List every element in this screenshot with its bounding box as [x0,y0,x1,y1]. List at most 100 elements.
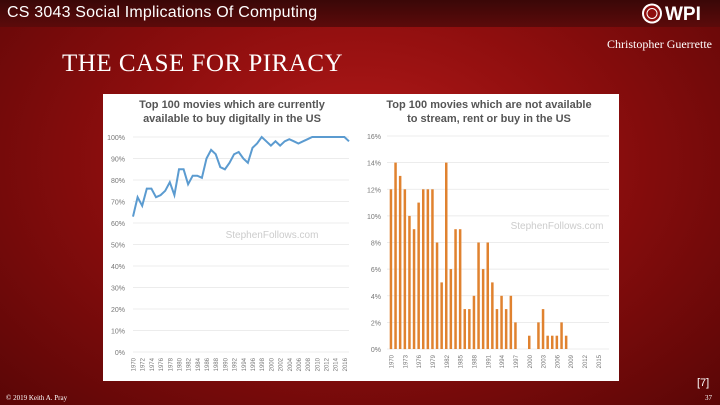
line-x-tick-label: 2002 [279,357,285,371]
author-name: Christopher Guerrette [607,37,712,51]
bar-x-tick-label: 1979 [431,354,437,368]
line-x-tick-label: 1992 [233,357,239,371]
bar-1980 [435,242,439,349]
bar-x-tick-label: 2009 [569,354,575,368]
line-x-tick-label: 2004 [288,357,294,371]
bar-2005 [551,335,554,349]
bar-1971 [394,162,397,349]
bar-x-tick-label: 1970 [390,354,396,368]
bar-x-tick-label: 2012 [583,354,589,368]
line-x-tick-label: 2016 [343,357,349,371]
bar-x-tick-label: 2015 [597,354,603,368]
line-x-tick-label: 1994 [242,357,248,371]
bar-1990 [481,269,485,349]
bar-chart-title-1: Top 100 movies which are not available [386,99,591,111]
chart-panel: Top 100 movies which are currently avail… [103,94,619,381]
wpi-logo-text: WPI [665,4,701,25]
bar-y-tick-label: 4% [371,294,381,301]
line-y-tick-label: 60% [111,221,125,228]
line-y-tick-label: 20% [111,307,125,314]
bar-x-tick-label: 1982 [445,354,451,368]
bar-x-tick-label: 1985 [459,354,465,368]
bar-2007 [560,322,563,349]
bar-x-tick-label: 1991 [486,354,492,368]
bar-1977 [422,189,425,350]
bar-chart-watermark: StephenFollows.com [511,221,604,232]
wpi-logo: WPI [642,3,701,25]
bar-x-tick-label: 1994 [500,354,506,368]
bar-1991 [486,242,489,349]
reference-marker: [7] [697,377,710,389]
bar-2000 [528,335,531,349]
line-x-tick-label: 1996 [251,357,257,371]
copyright-text: © 2019 Keith A. Pray [6,394,68,402]
bar-2002 [537,322,540,349]
bar-1993 [495,309,499,349]
bar-2004 [546,335,549,349]
line-chart-title-2: available to buy digitally in the US [143,113,321,125]
bar-x-tick-label: 1973 [403,354,409,368]
bar-y-tick-label: 2% [371,320,381,327]
bar-y-tick-label: 12% [367,187,381,194]
line-x-tick-label: 2000 [269,357,275,371]
line-x-tick-label: 1972 [141,357,147,371]
bar-y-tick-label: 10% [367,214,381,221]
line-x-tick-label: 1984 [196,357,202,371]
bar-1985 [458,229,462,349]
title-bar: CS 3043 Social Implications Of Computing… [0,0,720,27]
bar-1997 [514,322,517,349]
bar-1979 [431,189,434,350]
bar-2006 [555,335,559,349]
line-y-tick-label: 70% [111,200,125,207]
line-x-tick-label: 1998 [260,357,266,371]
bar-x-tick-label: 1976 [417,354,423,368]
bar-2008 [564,335,568,349]
line-chart: Top 100 movies which are currently avail… [107,99,350,371]
line-x-tick-label: 1976 [159,357,165,371]
bar-1992 [491,282,494,349]
bar-1976 [417,202,420,349]
page-number: 37 [705,394,712,402]
bar-y-tick-label: 6% [371,267,381,274]
bar-1978 [426,189,430,350]
line-x-tick-label: 1974 [150,357,156,371]
line-y-tick-label: 80% [111,178,125,185]
bar-chart: Top 100 movies which are not available t… [367,99,609,368]
bar-1986 [463,309,466,349]
bar-1989 [477,242,480,349]
line-x-tick-label: 1982 [187,357,193,371]
line-x-tick-label: 2014 [334,357,340,371]
bar-1987 [468,309,471,349]
line-y-tick-label: 30% [111,286,125,293]
line-x-tick-label: 2010 [315,357,321,371]
line-y-tick-label: 0% [115,350,125,357]
bar-x-tick-label: 2003 [542,354,548,368]
bar-y-tick-label: 16% [367,134,381,141]
line-x-tick-label: 1970 [132,357,138,371]
bar-1996 [509,295,513,350]
line-x-tick-label: 2008 [306,357,312,371]
bar-1984 [454,229,457,349]
bar-1995 [504,309,508,349]
line-chart-watermark: StephenFollows.com [226,230,319,241]
line-x-tick-label: 1978 [168,357,174,371]
bar-1972 [398,175,402,349]
line-x-tick-label: 2006 [297,357,303,371]
bar-1988 [472,295,476,350]
bar-1970 [389,189,393,350]
line-x-tick-label: 1986 [205,357,211,371]
bar-y-tick-label: 0% [371,347,381,354]
bar-chart-title-2: to stream, rent or buy in the US [407,113,571,125]
bar-1983 [449,269,453,349]
bar-x-tick-label: 2000 [528,354,534,368]
bar-x-tick-label: 2006 [555,354,561,368]
bar-y-tick-label: 8% [371,241,381,248]
course-title: CS 3043 Social Implications Of Computing [7,4,318,21]
line-y-tick-label: 90% [111,157,125,164]
bar-1975 [412,229,416,349]
bar-1973 [403,189,407,350]
bar-2003 [541,309,545,349]
bar-1981 [440,282,443,349]
line-chart-title-1: Top 100 movies which are currently [139,99,326,111]
line-y-tick-label: 100% [107,135,125,142]
